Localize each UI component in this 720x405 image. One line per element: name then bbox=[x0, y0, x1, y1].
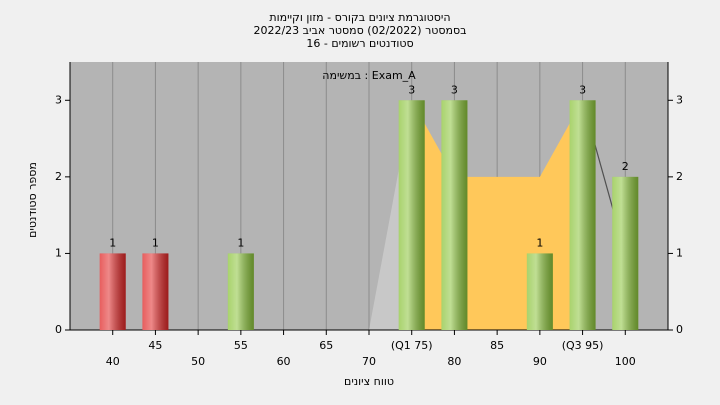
data-label: 1 bbox=[536, 236, 543, 249]
data-label: 3 bbox=[579, 83, 586, 96]
y-tick-label: 1 bbox=[676, 246, 683, 259]
bar-shade bbox=[569, 100, 596, 331]
y-tick-label: 2 bbox=[55, 170, 62, 183]
y-tick-label: 3 bbox=[676, 93, 683, 106]
bar-shade bbox=[99, 253, 126, 330]
x-tick-label: 40 bbox=[106, 355, 120, 368]
y-tick-label: 3 bbox=[55, 93, 62, 106]
chart-subtitle: בסמסטר (02/2022) סמסטר אביב 2022/23 bbox=[253, 24, 466, 37]
x-tick-label: 85 bbox=[490, 339, 504, 352]
y-tick-label: 1 bbox=[55, 246, 62, 259]
y-tick-label: 0 bbox=[676, 323, 683, 336]
y-tick-label: 0 bbox=[55, 323, 62, 336]
data-label: 1 bbox=[237, 236, 244, 249]
x-tick-label: 50 bbox=[191, 355, 205, 368]
chart-subtitle: סטודנטים רשומים - 16 bbox=[306, 37, 413, 50]
data-label: 1 bbox=[152, 236, 159, 249]
x-tick-label: 45 bbox=[148, 339, 162, 352]
x-tick-label: 100 bbox=[615, 355, 636, 368]
data-label: 2 bbox=[622, 160, 629, 173]
x-axis-label: טווח ציונים bbox=[344, 375, 394, 388]
chart-title: היסטוגרמת ציונים בקורס - מזון וקיימות bbox=[269, 11, 450, 24]
annotation: במשימה : Exam_A bbox=[322, 69, 416, 82]
data-label: 3 bbox=[451, 83, 458, 96]
x-tick-label: (Q3 95) bbox=[562, 339, 604, 352]
bar-shade bbox=[612, 176, 639, 330]
x-tick-label: 60 bbox=[277, 355, 291, 368]
bar-shade bbox=[142, 253, 169, 330]
x-tick-label: 90 bbox=[533, 355, 547, 368]
x-tick-label: 65 bbox=[319, 339, 333, 352]
x-tick-label: 55 bbox=[234, 339, 248, 352]
x-tick-label: (Q1 75) bbox=[391, 339, 433, 352]
bar-shade bbox=[227, 253, 254, 330]
bar-shade bbox=[441, 100, 468, 331]
bar-shade bbox=[398, 100, 425, 331]
x-tick-label: 80 bbox=[447, 355, 461, 368]
y-axis-label: מספר סטודנטים bbox=[26, 162, 39, 238]
data-label: 3 bbox=[408, 83, 415, 96]
data-label: 1 bbox=[109, 236, 116, 249]
bar-shade bbox=[526, 253, 553, 330]
y-tick-label: 2 bbox=[676, 170, 683, 183]
x-tick-label: 70 bbox=[362, 355, 376, 368]
